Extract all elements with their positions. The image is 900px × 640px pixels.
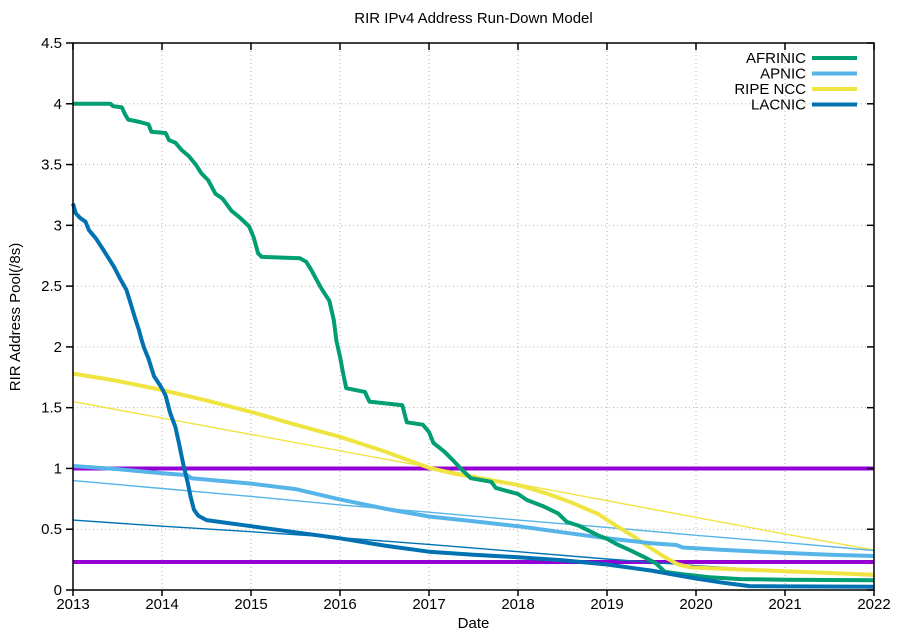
series-line-ripe-ncc — [72, 371, 875, 577]
legend-label-ripe-ncc: RIPE NCC — [734, 81, 806, 98]
series-line-lacnic — [71, 202, 875, 589]
plot-border — [72, 42, 875, 591]
x-tick-label-2014: 2014 — [145, 596, 178, 613]
y-tick-label-2: 2 — [54, 339, 62, 356]
series-line-apnic-model — [72, 479, 875, 552]
x-tick-label-2020: 2020 — [679, 596, 712, 613]
chart-title: RIR IPv4 Address Run-Down Model — [354, 10, 593, 27]
legend-label-apnic: APNIC — [760, 66, 806, 83]
legend-label-afrinic: AFRINIC — [746, 50, 806, 67]
y-tick-label-0: 0 — [54, 582, 62, 599]
y-tick-label-3.5: 3.5 — [41, 157, 62, 174]
x-axis-label: Date — [457, 615, 490, 632]
y-axis-label: RIR Address Pool(/8s) — [7, 242, 24, 392]
y-tick-label-1.5: 1.5 — [41, 400, 62, 417]
y-tick-label-0.5: 0.5 — [41, 521, 62, 538]
x-tick-label-2019: 2019 — [590, 596, 623, 613]
x-tick-label-2017: 2017 — [412, 596, 445, 613]
x-tick-label-2015: 2015 — [234, 596, 267, 613]
series-line-afrinic — [73, 101, 875, 583]
y-tick-label-4.5: 4.5 — [41, 35, 62, 52]
y-tick-label-1: 1 — [54, 460, 62, 477]
x-tick-label-2021: 2021 — [768, 596, 801, 613]
x-tick-label-2013: 2013 — [56, 596, 89, 613]
y-tick-label-3: 3 — [54, 217, 62, 234]
x-tick-label-2022: 2022 — [857, 596, 890, 613]
series-line-apnic — [72, 464, 875, 558]
y-tick-label-2.5: 2.5 — [41, 278, 62, 295]
legend-label-lacnic: LACNIC — [751, 97, 806, 114]
y-tick-label-4: 4 — [54, 96, 62, 113]
x-tick-label-2016: 2016 — [323, 596, 356, 613]
x-tick-label-2018: 2018 — [501, 596, 534, 613]
